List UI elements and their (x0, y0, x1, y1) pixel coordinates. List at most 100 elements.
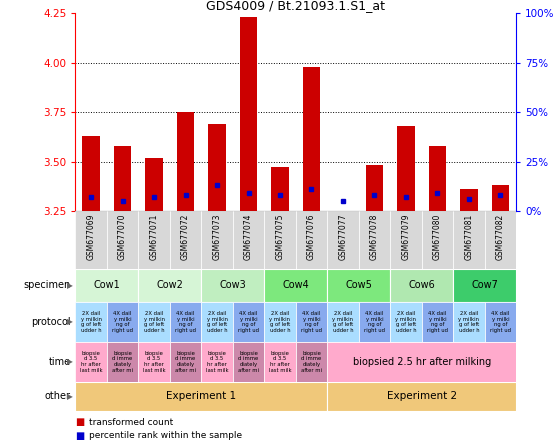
Bar (233, 302, 264, 342)
Text: 2X dail
y milkin
g of left
udder h: 2X dail y milkin g of left udder h (206, 311, 228, 333)
Bar (83, 136, 100, 211)
Bar (296, 211, 327, 269)
Bar (485, 211, 516, 269)
Bar (138, 342, 170, 382)
Bar (264, 342, 296, 382)
Bar (453, 302, 485, 342)
Text: GSM677078: GSM677078 (370, 214, 379, 260)
Text: GSM677073: GSM677073 (213, 214, 222, 260)
Bar (492, 185, 509, 211)
Text: biopsied 2.5 hr after milking: biopsied 2.5 hr after milking (353, 357, 491, 367)
Bar (397, 126, 415, 211)
Bar (75, 211, 107, 269)
Bar (240, 17, 257, 211)
Text: 4X dail
y milki
ng of
right ud: 4X dail y milki ng of right ud (364, 311, 385, 333)
Bar (359, 302, 390, 342)
Bar (233, 211, 264, 269)
Text: biopsie
d 3.5
hr after
last milk: biopsie d 3.5 hr after last milk (143, 351, 165, 373)
Text: Cow7: Cow7 (471, 280, 498, 290)
Text: GSM677070: GSM677070 (118, 214, 127, 260)
Bar (271, 167, 288, 211)
Bar (327, 302, 359, 342)
Bar (390, 211, 422, 269)
Bar (390, 302, 422, 342)
Text: Cow1: Cow1 (93, 280, 120, 290)
Text: ■: ■ (75, 431, 85, 441)
Text: ▶: ▶ (66, 281, 73, 290)
Text: Cow4: Cow4 (282, 280, 309, 290)
Text: 2X dail
y milkin
g of left
udder h: 2X dail y milkin g of left udder h (396, 311, 416, 333)
Bar (138, 269, 201, 302)
Bar (170, 342, 201, 382)
Bar (114, 146, 131, 211)
Bar (453, 269, 516, 302)
Text: 4X dail
y milki
ng of
right ud: 4X dail y milki ng of right ud (238, 311, 259, 333)
Text: GSM677082: GSM677082 (496, 214, 505, 260)
Text: GSM677069: GSM677069 (86, 214, 95, 260)
Text: Experiment 1: Experiment 1 (166, 391, 237, 401)
Text: biopsie
d 3.5
hr after
last milk: biopsie d 3.5 hr after last milk (80, 351, 102, 373)
Text: time: time (49, 357, 71, 367)
Bar (201, 302, 233, 342)
Text: specimen: specimen (23, 280, 71, 290)
Bar (429, 146, 446, 211)
Text: biopsie
d 3.5
hr after
last milk: biopsie d 3.5 hr after last milk (269, 351, 291, 373)
Text: transformed count: transformed count (89, 418, 174, 427)
Text: GSM677079: GSM677079 (401, 214, 411, 260)
Text: Experiment 2: Experiment 2 (387, 391, 457, 401)
Bar (201, 342, 233, 382)
Bar (75, 382, 327, 411)
Bar (359, 211, 390, 269)
Bar (327, 342, 516, 382)
Bar (264, 269, 327, 302)
Text: 2X dail
y milkin
g of left
udder h: 2X dail y milkin g of left udder h (143, 311, 165, 333)
Bar (366, 166, 383, 211)
Bar (107, 302, 138, 342)
Bar (296, 342, 327, 382)
Bar (170, 211, 201, 269)
Bar (170, 302, 201, 342)
Bar (303, 67, 320, 211)
Text: GSM677076: GSM677076 (307, 214, 316, 260)
Text: GSM677080: GSM677080 (433, 214, 442, 260)
Text: Cow6: Cow6 (408, 280, 435, 290)
Text: 2X dail
y milkin
g of left
udder h: 2X dail y milkin g of left udder h (270, 311, 291, 333)
Bar (75, 342, 107, 382)
Text: percentile rank within the sample: percentile rank within the sample (89, 431, 242, 440)
Bar (138, 211, 170, 269)
Bar (327, 269, 390, 302)
Bar (264, 302, 296, 342)
Text: ▶: ▶ (66, 317, 73, 326)
Text: GSM677077: GSM677077 (339, 214, 348, 260)
Text: GSM677075: GSM677075 (276, 214, 285, 260)
Bar (460, 189, 478, 211)
Bar (201, 211, 233, 269)
Title: GDS4009 / Bt.21093.1.S1_at: GDS4009 / Bt.21093.1.S1_at (206, 0, 385, 12)
Text: 2X dail
y milkin
g of left
udder h: 2X dail y milkin g of left udder h (333, 311, 353, 333)
Bar (75, 269, 138, 302)
Bar (177, 112, 194, 211)
Text: 4X dail
y milki
ng of
right ud: 4X dail y milki ng of right ud (301, 311, 322, 333)
Bar (201, 269, 264, 302)
Text: 2X dail
y milkin
g of left
udder h: 2X dail y milkin g of left udder h (459, 311, 479, 333)
Text: biopsie
d imme
diately
after mi: biopsie d imme diately after mi (175, 351, 196, 373)
Bar (296, 302, 327, 342)
Text: ■: ■ (75, 417, 85, 428)
Text: biopsie
d imme
diately
after mi: biopsie d imme diately after mi (112, 351, 133, 373)
Text: Cow3: Cow3 (219, 280, 246, 290)
Text: GSM677081: GSM677081 (464, 214, 473, 260)
Text: 4X dail
y milki
ng of
right ud: 4X dail y milki ng of right ud (427, 311, 448, 333)
Bar (453, 211, 485, 269)
Bar (422, 302, 453, 342)
Bar (233, 342, 264, 382)
Text: protocol: protocol (31, 317, 71, 327)
Bar (146, 158, 163, 211)
Bar (107, 342, 138, 382)
Text: Cow5: Cow5 (345, 280, 372, 290)
Bar (138, 302, 170, 342)
Bar (75, 302, 107, 342)
Text: 4X dail
y milki
ng of
right ud: 4X dail y milki ng of right ud (175, 311, 196, 333)
Bar (422, 211, 453, 269)
Text: biopsie
d imme
diately
after mi: biopsie d imme diately after mi (238, 351, 259, 373)
Text: GSM677071: GSM677071 (150, 214, 158, 260)
